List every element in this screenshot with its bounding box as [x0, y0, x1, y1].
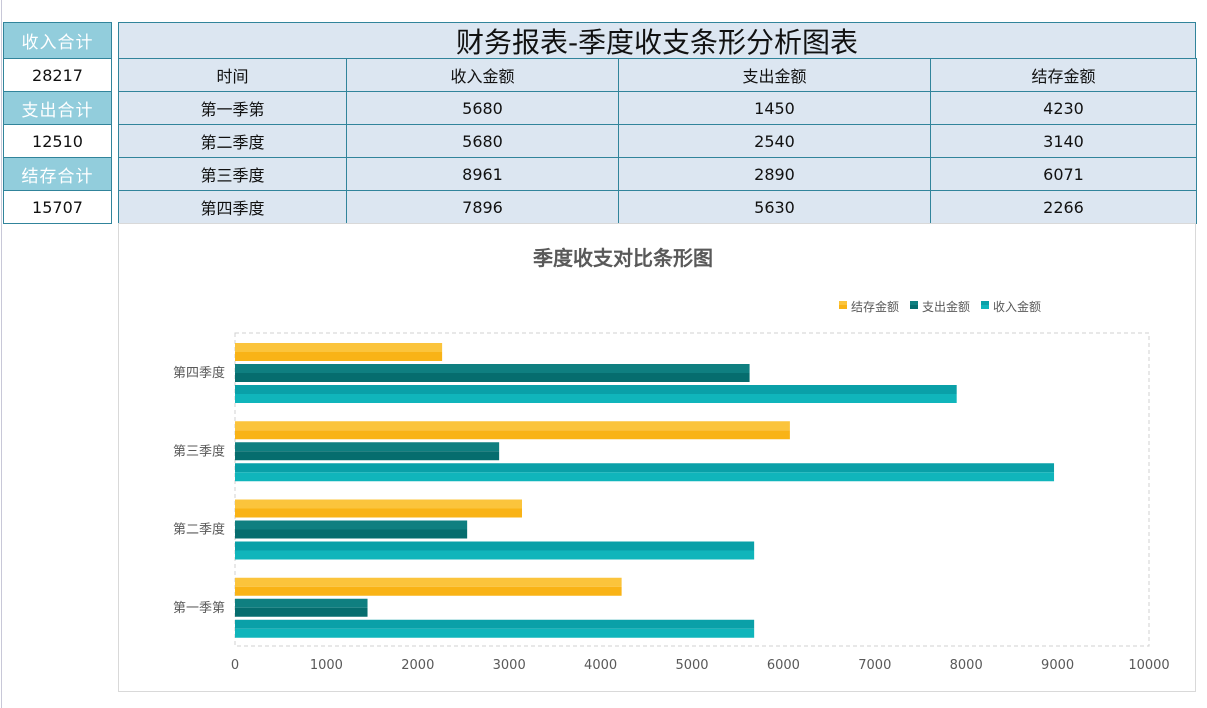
bar-top: [235, 385, 957, 394]
x-tick-label: 7000: [858, 658, 891, 673]
x-tick-label: 1000: [310, 658, 343, 673]
bar-top: [235, 343, 443, 352]
category-label: 第二季度: [173, 522, 225, 538]
legend-item-收入金额[interactable]: 收入金额: [981, 299, 1041, 314]
bar-bottom: [235, 550, 755, 560]
report-title: 财务报表-季度收支条形分析图表: [118, 22, 1196, 59]
bar-bottom: [235, 508, 522, 518]
bar-bottom: [235, 586, 622, 596]
summary-value-cell[interactable]: 28217: [3, 58, 112, 92]
bar-top: [235, 442, 500, 452]
bar-top: [235, 364, 750, 373]
column-header[interactable]: 时间: [118, 58, 347, 92]
table-cell[interactable]: 4230: [930, 91, 1197, 125]
x-tick-label: 2000: [401, 658, 434, 673]
legend-label: 支出金额: [922, 299, 970, 314]
bar-支出金额-第一季第[interactable]: [235, 598, 368, 617]
bar-top: [235, 541, 755, 551]
bar-结存金额-第二季度[interactable]: [235, 499, 522, 518]
x-tick-label: 10000: [1128, 658, 1169, 673]
summary-value-cell[interactable]: 12510: [3, 124, 112, 158]
column-header[interactable]: 收入金额: [346, 58, 619, 92]
summary-label: 收入合计: [3, 22, 112, 59]
table-cell[interactable]: 5680: [346, 124, 619, 158]
bar-top: [235, 619, 755, 629]
x-tick-label: 9000: [1041, 658, 1074, 673]
bar-bottom: [235, 373, 750, 382]
table-cell[interactable]: 8961: [346, 157, 619, 191]
bar-bottom: [235, 628, 755, 638]
x-tick-label: 5000: [675, 658, 708, 673]
bar-收入金额-第一季第[interactable]: [235, 619, 755, 638]
category-label: 第三季度: [173, 443, 225, 459]
x-tick-label: 4000: [584, 658, 617, 673]
bar-收入金额-第二季度[interactable]: [235, 541, 755, 560]
bar-支出金额-第二季度[interactable]: [235, 520, 468, 539]
x-tick-label: 0: [231, 658, 239, 673]
bar-top: [235, 520, 468, 530]
table-cell[interactable]: 第一季第: [118, 91, 347, 125]
table-cell[interactable]: 5630: [618, 190, 931, 224]
bar-收入金额-第四季度[interactable]: [235, 385, 957, 403]
bar-bottom: [235, 430, 790, 440]
table-cell[interactable]: 2266: [930, 190, 1197, 224]
bar-支出金额-第三季度[interactable]: [235, 442, 500, 461]
column-header[interactable]: 支出金额: [618, 58, 931, 92]
bar-top: [235, 577, 622, 587]
table-cell[interactable]: 2890: [618, 157, 931, 191]
table-cell[interactable]: 5680: [346, 91, 619, 125]
table-cell[interactable]: 1450: [618, 91, 931, 125]
legend-swatch-top: [910, 301, 918, 305]
category-label: 第四季度: [173, 365, 225, 381]
table-cell[interactable]: 2540: [618, 124, 931, 158]
legend-swatch-bottom: [981, 305, 989, 309]
legend-swatch-top: [981, 301, 989, 305]
x-tick-label: 8000: [950, 658, 983, 673]
legend-item-支出金额[interactable]: 支出金额: [910, 299, 970, 314]
sheet-gridline: [1, 0, 2, 708]
column-header[interactable]: 结存金额: [930, 58, 1197, 92]
table-cell[interactable]: 3140: [930, 124, 1197, 158]
summary-label: 结存合计: [3, 157, 112, 191]
table-cell[interactable]: 第三季度: [118, 157, 347, 191]
x-tick-label: 6000: [767, 658, 800, 673]
x-tick-label: 3000: [493, 658, 526, 673]
bar-结存金额-第一季第[interactable]: [235, 577, 622, 596]
table-cell[interactable]: 第二季度: [118, 124, 347, 158]
bar-bottom: [235, 529, 468, 539]
table-cell[interactable]: 7896: [346, 190, 619, 224]
bar-收入金额-第三季度[interactable]: [235, 463, 1055, 482]
bar-结存金额-第四季度[interactable]: [235, 343, 443, 361]
category-label: 第一季第: [173, 601, 225, 616]
legend-swatch-bottom: [910, 305, 918, 309]
bar-top: [235, 421, 790, 431]
chart-svg: 季度收支对比条形图 结存金额 支出金额 收入金额 0 1000 2000 3000 4000…: [173, 246, 1170, 673]
table-cell[interactable]: 6071: [930, 157, 1197, 191]
bar-bottom: [235, 472, 1055, 482]
legend-label: 结存金额: [851, 299, 899, 314]
legend-label: 收入金额: [993, 299, 1041, 314]
legend-item-结存金额[interactable]: 结存金额: [839, 299, 899, 314]
chart-title: 季度收支对比条形图: [532, 246, 713, 270]
plot-area: [234, 332, 1150, 647]
summary-value-cell[interactable]: 15707: [3, 190, 112, 224]
table-cell[interactable]: 第四季度: [118, 190, 347, 224]
bar-bottom: [235, 607, 368, 617]
legend-swatch-bottom: [839, 305, 847, 309]
summary-label: 支出合计: [3, 91, 112, 125]
bar-支出金额-第四季度[interactable]: [235, 364, 750, 382]
bar-bottom: [235, 451, 500, 461]
bar-top: [235, 463, 1055, 473]
bar-top: [235, 598, 368, 608]
bar-bottom: [235, 394, 957, 403]
bar-top: [235, 499, 522, 509]
bar-bottom: [235, 352, 443, 361]
legend-swatch-top: [839, 301, 847, 305]
bar-结存金额-第三季度[interactable]: [235, 421, 790, 440]
bar-chart[interactable]: 季度收支对比条形图 结存金额 支出金额 收入金额 0 1000 2000 3000 4000…: [118, 223, 1196, 692]
